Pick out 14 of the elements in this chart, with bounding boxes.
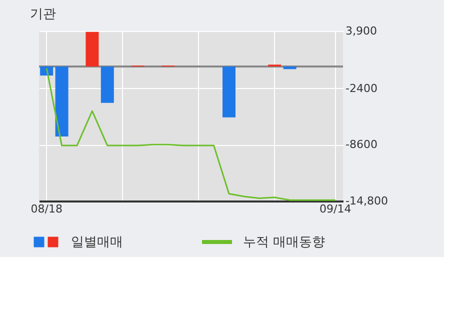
line-series <box>46 68 336 201</box>
x-tick-label: 08/18 <box>30 202 62 216</box>
bar <box>283 66 296 70</box>
bar <box>86 32 99 66</box>
legend-label: 일별매매 <box>71 235 123 250</box>
bar <box>40 66 54 76</box>
bar <box>55 66 68 136</box>
bar <box>100 66 114 103</box>
y-tick-label: -2400 <box>346 82 378 95</box>
chart-title: 기관 <box>30 7 56 22</box>
bar <box>222 66 236 118</box>
legend-label: 누적 매매동향 <box>243 235 326 250</box>
y-tick-label: 3,900 <box>346 24 377 38</box>
y-tick-label: -8600 <box>346 138 378 152</box>
